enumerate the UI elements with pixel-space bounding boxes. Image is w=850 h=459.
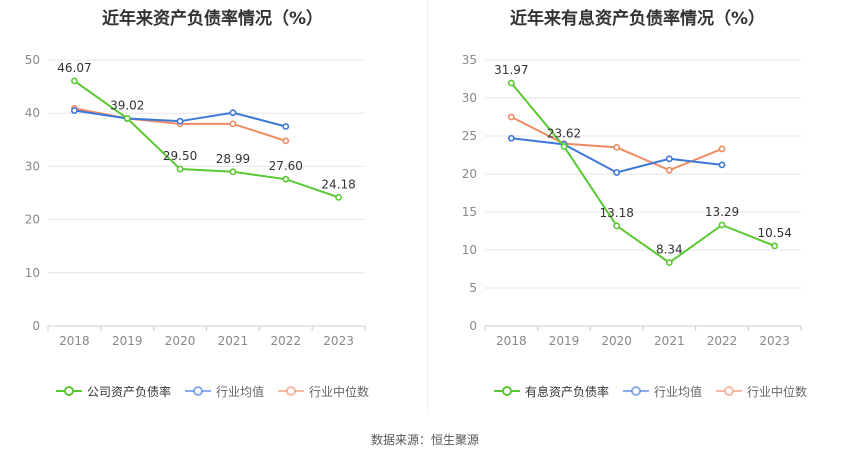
data-label: 28.99 [216, 152, 250, 166]
x-tick-label: 2021 [218, 334, 249, 348]
legend-item[interactable]: 有息资产负债率 [494, 383, 609, 400]
data-point [282, 123, 290, 130]
data-label: 39.02 [110, 98, 144, 112]
data-point [560, 143, 568, 150]
y-tick-label: 15 [462, 205, 477, 219]
y-tick-label: 30 [462, 91, 477, 105]
data-point [718, 145, 726, 153]
y-tick-label: 20 [462, 167, 477, 181]
data-label: 24.18 [321, 177, 355, 191]
data-point [229, 109, 237, 117]
legend-label: 公司资产负债率 [87, 384, 172, 399]
x-tick-label: 2019 [112, 334, 143, 348]
x-tick-label: 2023 [759, 334, 790, 348]
data-point [176, 165, 184, 173]
data-point [229, 120, 237, 128]
x-tick-label: 2022 [707, 334, 738, 348]
data-point [665, 155, 673, 163]
legend-line-circle-icon [716, 386, 743, 396]
legend-line-circle-icon [494, 386, 520, 396]
data-point [665, 166, 673, 174]
y-tick-label: 30 [25, 159, 40, 173]
data-label: 29.50 [163, 149, 197, 163]
data-point [507, 79, 515, 87]
y-tick-label: 10 [462, 243, 477, 257]
data-point [229, 168, 237, 176]
legend-label: 行业均值 [654, 384, 703, 399]
x-tick-label: 2020 [165, 334, 196, 348]
y-tick-label: 35 [462, 53, 477, 67]
x-tick-label: 2019 [549, 334, 580, 348]
series-line [510, 82, 776, 264]
legend-label: 行业中位数 [747, 384, 808, 399]
legend-line-circle-icon [278, 386, 305, 396]
left-chart: 0 10 20 30 40 50 2018 2019 2020 2021 2022 2023 46.07… [25, 53, 366, 348]
data-label: 13.18 [599, 206, 633, 220]
legend-left: 公司资产负债率 行业均值 行业中位数 [56, 383, 383, 399]
y-tick-label: 25 [462, 129, 477, 143]
chart-title-right: 近年来有息资产负债率情况（%） [509, 9, 766, 29]
y-tick-label: 50 [25, 53, 40, 67]
data-point [335, 193, 342, 201]
y-tick-label: 20 [25, 213, 40, 227]
data-label: 46.07 [57, 61, 91, 75]
data-point [771, 242, 779, 250]
legend-item[interactable]: 行业均值 [185, 383, 264, 400]
data-point [176, 117, 184, 125]
x-tick-label: 2020 [601, 334, 632, 348]
data-point [71, 107, 78, 114]
legend-label: 行业中位数 [309, 384, 370, 399]
panel-divider [427, 0, 428, 410]
legend-item[interactable]: 公司资产负债率 [56, 383, 171, 400]
data-point [71, 77, 78, 85]
x-tick-label: 2018 [59, 334, 90, 348]
data-point [282, 137, 290, 145]
chart-title-left: 近年来资产负债率情况（%） [101, 9, 324, 29]
data-point [123, 115, 131, 122]
y-tick-label: 40 [25, 106, 40, 120]
legend-label: 有息资产负债率 [525, 384, 610, 399]
x-tick-label: 2023 [323, 334, 354, 348]
y-tick-label: 5 [469, 281, 477, 295]
data-label: 31.97 [494, 63, 528, 77]
y-tick-label: 0 [469, 319, 477, 333]
data-point [665, 259, 673, 267]
data-label: 27.60 [269, 159, 303, 173]
data-label: 10.54 [757, 226, 791, 240]
legend-item[interactable]: 行业均值 [623, 383, 702, 400]
legend-line-circle-icon [185, 386, 212, 396]
data-point [613, 169, 621, 176]
right-chart: 0 5 10 15 20 25 30 35 2018 2019 2020 2021 2022 2023 31… [462, 53, 802, 348]
legend-item[interactable]: 行业中位数 [716, 383, 807, 400]
data-point [718, 161, 726, 169]
data-label: 23.62 [547, 126, 581, 140]
data-point [613, 143, 621, 151]
data-point [613, 222, 621, 230]
data-label: 13.29 [705, 205, 739, 219]
data-point [282, 175, 290, 183]
x-tick-label: 2022 [270, 334, 301, 348]
data-point [507, 134, 515, 142]
y-tick-label: 0 [32, 319, 40, 333]
legend-right: 有息资产负债率 行业均值 行业中位数 [494, 383, 821, 399]
data-point [718, 221, 726, 229]
y-tick-label: 10 [25, 266, 40, 280]
legend-label: 行业均值 [216, 384, 265, 399]
legend-line-circle-icon [623, 386, 650, 396]
legend-item[interactable]: 行业中位数 [278, 383, 369, 400]
legend-line-circle-icon [56, 386, 82, 396]
source-note: 数据来源：恒生聚源 [370, 433, 479, 447]
series-line [73, 80, 339, 199]
x-tick-label: 2021 [654, 334, 685, 348]
data-label: 8.34 [656, 243, 683, 257]
x-tick-label: 2018 [496, 334, 527, 348]
series-line [511, 137, 723, 174]
data-point [507, 113, 515, 121]
